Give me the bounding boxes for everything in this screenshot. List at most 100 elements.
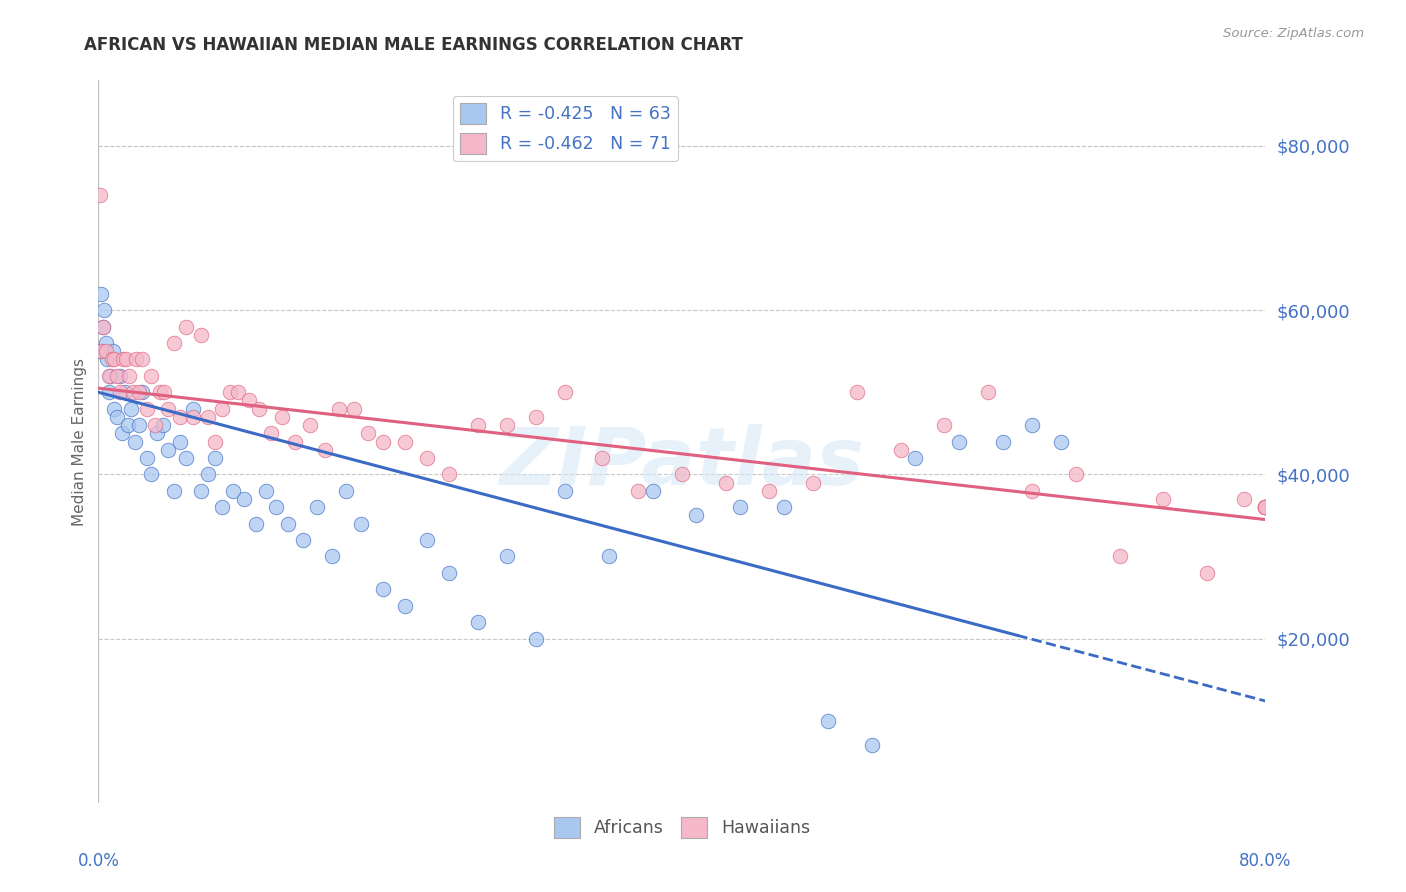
Point <box>291 533 314 547</box>
Point <box>114 385 136 400</box>
Point <box>298 418 321 433</box>
Point <box>1108 549 1130 564</box>
Point <box>91 319 114 334</box>
Point <box>350 516 373 531</box>
Point <box>321 549 343 564</box>
Point <box>266 500 288 515</box>
Point <box>467 418 489 433</box>
Point <box>357 426 380 441</box>
Point <box>105 368 128 383</box>
Point <box>1021 418 1043 433</box>
Point <box>1064 467 1087 482</box>
Point <box>124 434 146 449</box>
Point <box>496 549 519 564</box>
Y-axis label: Median Male Earnings: Median Male Earnings <box>72 358 87 525</box>
Point <box>415 533 437 547</box>
Point <box>591 450 613 465</box>
Point <box>277 516 299 531</box>
Legend: Africans, Hawaiians: Africans, Hawaiians <box>547 810 817 845</box>
Point <box>153 385 176 400</box>
Point <box>163 336 186 351</box>
Point <box>245 516 267 531</box>
Point <box>152 418 174 433</box>
Point <box>115 352 138 367</box>
Point <box>97 368 120 383</box>
Point <box>135 401 157 416</box>
Point <box>801 475 824 490</box>
Point <box>1254 500 1277 515</box>
Point <box>190 483 212 498</box>
Point <box>254 483 277 498</box>
Point <box>157 401 180 416</box>
Point <box>773 500 796 515</box>
Point <box>343 401 366 416</box>
Point <box>112 352 135 367</box>
Point <box>103 401 125 416</box>
Point <box>758 483 780 498</box>
Point <box>890 442 912 457</box>
Point <box>714 475 737 490</box>
Point <box>904 450 927 465</box>
Point <box>125 352 148 367</box>
Point <box>233 491 256 506</box>
Point <box>846 385 869 400</box>
Point <box>128 418 150 433</box>
Point <box>157 442 180 457</box>
Point <box>247 401 270 416</box>
Point <box>93 303 115 318</box>
Point <box>1152 491 1174 506</box>
Point <box>977 385 1000 400</box>
Point <box>371 434 394 449</box>
Point <box>91 319 114 334</box>
Point <box>98 368 121 383</box>
Text: Source: ZipAtlas.com: Source: ZipAtlas.com <box>1223 27 1364 40</box>
Point <box>169 409 191 424</box>
Point <box>554 385 576 400</box>
Point <box>197 409 219 424</box>
Point <box>314 442 336 457</box>
Point <box>190 327 212 342</box>
Point <box>307 500 329 515</box>
Point <box>1021 483 1043 498</box>
Point <box>671 467 693 482</box>
Point <box>90 344 112 359</box>
Point <box>103 352 125 367</box>
Point <box>90 286 112 301</box>
Point <box>101 344 124 359</box>
Point <box>100 352 122 367</box>
Point <box>991 434 1014 449</box>
Point <box>174 450 197 465</box>
Point <box>131 352 153 367</box>
Point <box>89 188 111 202</box>
Point <box>120 401 142 416</box>
Point <box>437 467 460 482</box>
Point <box>221 483 243 498</box>
Point <box>730 500 752 515</box>
Point <box>181 409 204 424</box>
Point <box>197 467 219 482</box>
Point <box>117 418 139 433</box>
Text: ZIPatlas: ZIPatlas <box>499 425 865 502</box>
Point <box>496 418 519 433</box>
Point <box>1254 500 1277 515</box>
Point <box>135 450 157 465</box>
Point <box>110 368 132 383</box>
Point <box>1232 491 1254 506</box>
Point <box>1254 500 1277 515</box>
Text: 80.0%: 80.0% <box>1239 852 1292 870</box>
Point <box>415 450 437 465</box>
Point <box>238 393 260 408</box>
Point <box>259 426 281 441</box>
Text: 0.0%: 0.0% <box>77 852 120 870</box>
Point <box>1254 500 1277 515</box>
Point <box>174 319 197 334</box>
Point <box>97 385 120 400</box>
Point <box>524 409 547 424</box>
Point <box>218 385 240 400</box>
Point <box>118 368 141 383</box>
Point <box>394 599 416 613</box>
Point <box>598 549 620 564</box>
Point <box>181 401 204 416</box>
Point <box>94 336 117 351</box>
Point <box>211 401 233 416</box>
